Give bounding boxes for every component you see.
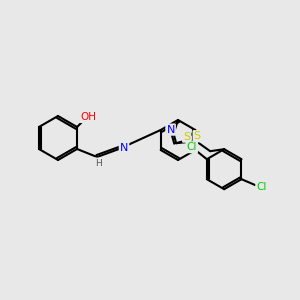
Text: N: N (167, 124, 175, 135)
Text: S: S (194, 131, 201, 141)
Text: N: N (120, 143, 128, 153)
Text: OH: OH (80, 112, 96, 122)
Text: H: H (95, 158, 101, 167)
Text: Cl: Cl (256, 182, 267, 192)
Text: S: S (183, 132, 190, 142)
Text: Cl: Cl (187, 142, 197, 152)
